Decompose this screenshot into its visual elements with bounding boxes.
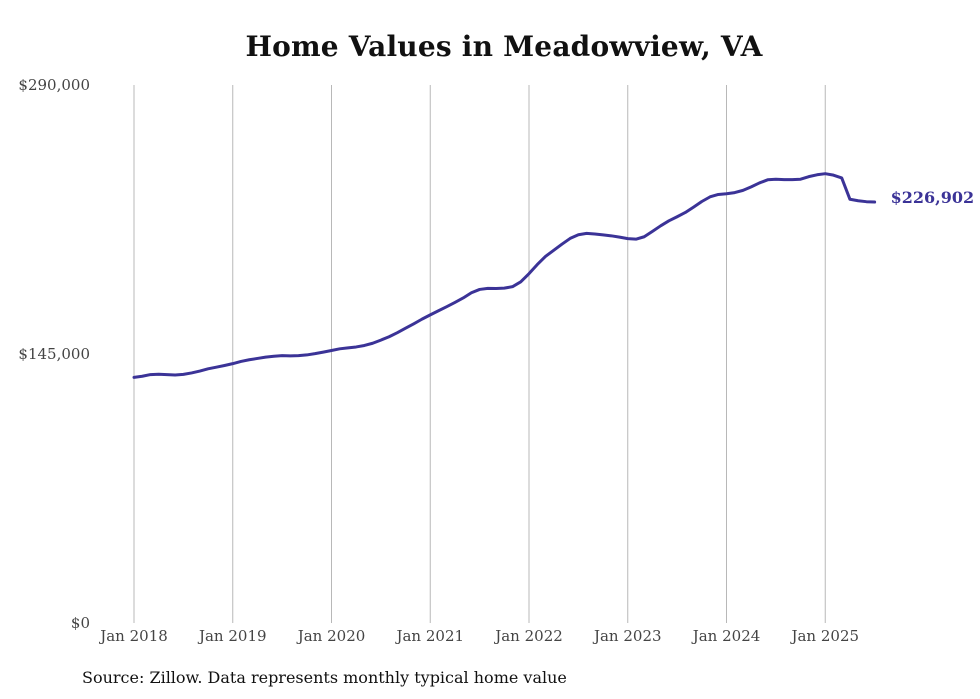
source-note: Source: Zillow. Data represents monthly …	[82, 668, 567, 687]
chart-title: Home Values in Meadowview, VA	[245, 30, 763, 63]
line-layer	[132, 172, 877, 379]
y-tick-label: $290,000	[18, 76, 90, 94]
x-tick-label: Jan 2022	[493, 627, 563, 645]
x-tick-label: Jan 2020	[296, 627, 366, 645]
x-tick-label: Jan 2019	[197, 627, 267, 645]
end-value-label: $226,902	[891, 188, 975, 207]
x-tick-label: Jan 2018	[98, 627, 168, 645]
x-tick-label: Jan 2024	[691, 627, 761, 645]
y-tick-label: $0	[71, 614, 90, 632]
x-tick-label: Jan 2021	[394, 627, 464, 645]
series-line	[132, 172, 877, 379]
y-tick-label: $145,000	[18, 345, 90, 363]
x-tick-label: Jan 2023	[592, 627, 662, 645]
axis-layer: Jan 2018 Jan 2019 Jan 2020 Jan 2021 Jan 2022…	[18, 76, 859, 645]
x-tick-label: Jan 2025	[789, 627, 859, 645]
grid-layer	[133, 85, 826, 623]
label-layer: $226,902	[891, 188, 975, 207]
